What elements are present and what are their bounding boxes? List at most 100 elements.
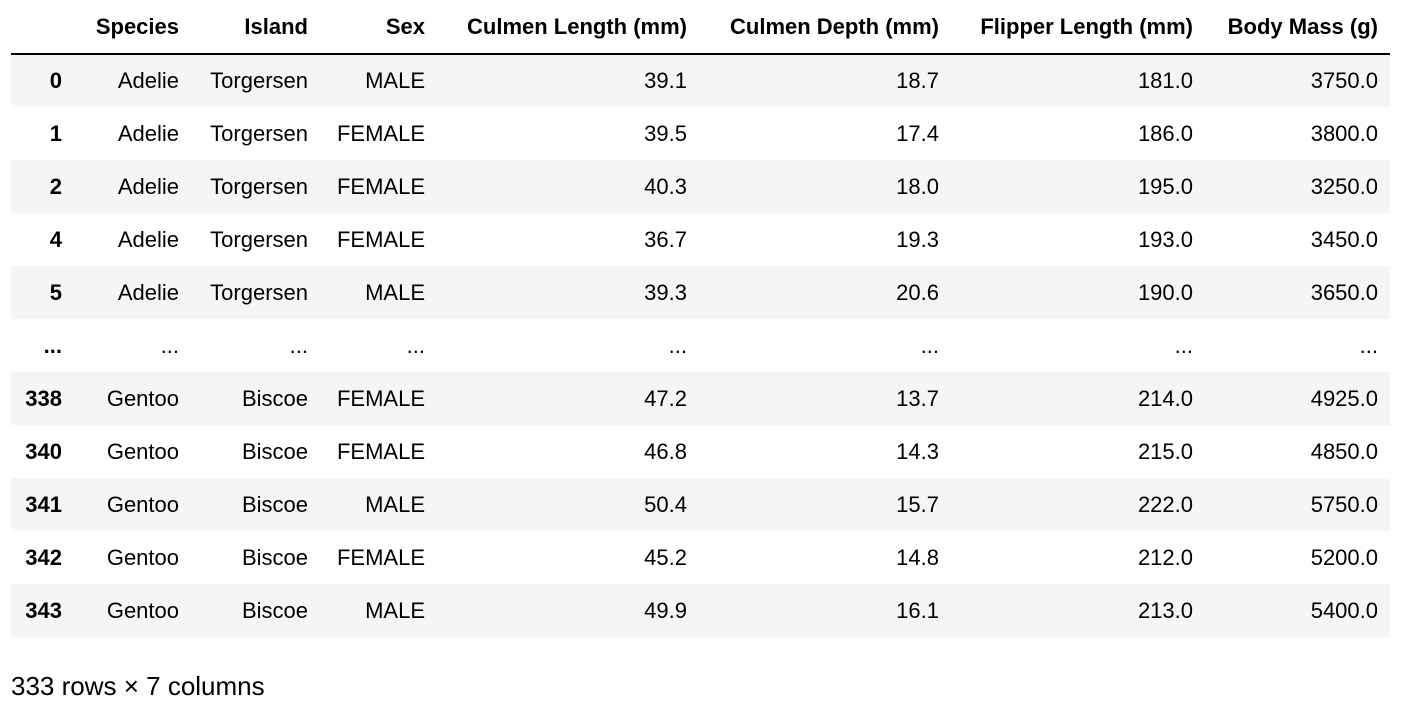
column-header-flipper-length: Flipper Length (mm) bbox=[951, 0, 1205, 55]
row-index: 341 bbox=[25, 491, 62, 517]
culmen-length-cell: 47.2 bbox=[644, 385, 687, 411]
species-cell: Gentoo bbox=[106, 385, 179, 411]
species-cell: Gentoo bbox=[106, 491, 179, 517]
table-row: 0 Adelie Torgersen MALE 39.1 18.7 181.0 3750.0 bbox=[11, 54, 1390, 107]
body-mass-cell: 3800.0 bbox=[1310, 120, 1378, 146]
column-header-culmen-depth: Culmen Depth (mm) bbox=[699, 0, 951, 55]
table-row: 343 Gentoo Biscoe MALE 49.9 16.1 213.0 5400.0 bbox=[11, 584, 1390, 637]
species-cell: Adelie bbox=[117, 226, 179, 252]
culmen-depth-cell: 20.6 bbox=[896, 279, 939, 305]
column-header-culmen-length: Culmen Length (mm) bbox=[437, 0, 699, 55]
body-mass-cell: 3250.0 bbox=[1310, 173, 1378, 199]
culmen-depth-cell: 13.7 bbox=[896, 385, 939, 411]
column-header-sex: Sex bbox=[320, 0, 437, 55]
culmen-length-cell: 39.1 bbox=[644, 68, 687, 93]
island-cell: Biscoe bbox=[241, 491, 308, 517]
culmen-depth-cell: 15.7 bbox=[896, 491, 939, 517]
species-cell: Adelie bbox=[117, 279, 179, 305]
species-cell: Gentoo bbox=[106, 544, 179, 570]
body-mass-cell: 3450.0 bbox=[1310, 226, 1378, 252]
row-index: 2 bbox=[49, 173, 62, 199]
flipper-length-cell: 195.0 bbox=[1137, 173, 1193, 199]
culmen-length-cell: 50.4 bbox=[644, 491, 687, 517]
table-row: 2 Adelie Torgersen FEMALE 40.3 18.0 195.0 3250.… bbox=[11, 160, 1390, 213]
culmen-depth-cell: 17.4 bbox=[896, 120, 939, 146]
table-row: 4 Adelie Torgersen FEMALE 36.7 19.3 193.0 3450.… bbox=[11, 213, 1390, 266]
island-cell: Biscoe bbox=[241, 385, 308, 411]
culmen-length-cell: 36.7 bbox=[644, 226, 687, 252]
row-index: ... bbox=[43, 332, 62, 358]
row-index: 4 bbox=[49, 226, 62, 252]
island-cell: Biscoe bbox=[241, 597, 308, 623]
sex-cell: FEMALE bbox=[336, 120, 425, 146]
sex-cell: FEMALE bbox=[336, 544, 425, 570]
culmen-depth-cell: 19.3 bbox=[896, 226, 939, 252]
table-row: 341 Gentoo Biscoe MALE 50.4 15.7 222.0 5750.0 bbox=[11, 478, 1390, 531]
sex-cell: MALE bbox=[365, 68, 425, 93]
dataframe-output: Species Island Sex Culmen Length (mm) Cu… bbox=[11, 0, 1390, 637]
sex-cell: FEMALE bbox=[336, 173, 425, 199]
sex-cell: FEMALE bbox=[336, 226, 425, 252]
column-header-body-mass: Body Mass (g) bbox=[1205, 0, 1390, 55]
species-cell: Adelie bbox=[117, 68, 179, 93]
body-mass-cell: 3750.0 bbox=[1310, 68, 1378, 93]
sex-cell: ... bbox=[406, 332, 425, 358]
row-index: 343 bbox=[25, 597, 62, 623]
table-row: 1 Adelie Torgersen FEMALE 39.5 17.4 186.0 3800.… bbox=[11, 107, 1390, 160]
body-mass-cell: 5400.0 bbox=[1310, 597, 1378, 623]
culmen-length-cell: 39.3 bbox=[644, 279, 687, 305]
shape-summary: 333 rows × 7 columns bbox=[11, 671, 265, 701]
table-row: 340 Gentoo Biscoe FEMALE 46.8 14.3 215.0 4850.0 bbox=[11, 425, 1390, 478]
row-index: 338 bbox=[25, 385, 62, 411]
body-mass-cell: ... bbox=[1359, 332, 1378, 358]
island-cell: Torgersen bbox=[210, 173, 308, 199]
index-header bbox=[11, 0, 74, 55]
flipper-length-cell: 181.0 bbox=[1137, 68, 1193, 93]
culmen-length-cell: ... bbox=[668, 332, 687, 358]
header-row: Species Island Sex Culmen Length (mm) Cu… bbox=[11, 0, 1390, 55]
table-row: 338 Gentoo Biscoe FEMALE 47.2 13.7 214.0 4925.0 bbox=[11, 372, 1390, 425]
dataframe-table: Species Island Sex Culmen Length (mm) Cu… bbox=[11, 0, 1390, 637]
island-cell: Torgersen bbox=[210, 68, 308, 93]
island-cell: Torgersen bbox=[210, 120, 308, 146]
table-row: 5 Adelie Torgersen MALE 39.3 20.6 190.0 3650.0 bbox=[11, 266, 1390, 319]
sex-cell: MALE bbox=[365, 597, 425, 623]
species-cell: Gentoo bbox=[106, 597, 179, 623]
island-cell: ... bbox=[289, 332, 308, 358]
row-index: 0 bbox=[49, 68, 62, 93]
island-cell: Torgersen bbox=[210, 279, 308, 305]
column-header-species: Species bbox=[74, 0, 191, 55]
table-body: 0 Adelie Torgersen MALE 39.1 18.7 181.0 3750.0 1… bbox=[11, 54, 1390, 637]
island-cell: Biscoe bbox=[241, 438, 308, 464]
culmen-depth-cell: 18.0 bbox=[896, 173, 939, 199]
species-cell: Gentoo bbox=[106, 438, 179, 464]
flipper-length-cell: 214.0 bbox=[1137, 385, 1193, 411]
flipper-length-cell: 186.0 bbox=[1137, 120, 1193, 146]
table-row: ........................ bbox=[11, 319, 1390, 372]
body-mass-cell: 3650.0 bbox=[1310, 279, 1378, 305]
flipper-length-cell: ... bbox=[1174, 332, 1193, 358]
row-index: 1 bbox=[49, 120, 62, 146]
table-row: 342 Gentoo Biscoe FEMALE 45.2 14.8 212.0 5200.0 bbox=[11, 531, 1390, 584]
culmen-length-cell: 49.9 bbox=[644, 597, 687, 623]
body-mass-cell: 4850.0 bbox=[1310, 438, 1378, 464]
species-cell: ... bbox=[160, 332, 179, 358]
culmen-depth-cell: 16.1 bbox=[896, 597, 939, 623]
table-header: Species Island Sex Culmen Length (mm) Cu… bbox=[11, 0, 1390, 55]
species-cell: Adelie bbox=[117, 173, 179, 199]
body-mass-cell: 5750.0 bbox=[1310, 491, 1378, 517]
flipper-length-cell: 222.0 bbox=[1137, 491, 1193, 517]
flipper-length-cell: 190.0 bbox=[1137, 279, 1193, 305]
culmen-length-cell: 39.5 bbox=[644, 120, 687, 146]
flipper-length-cell: 193.0 bbox=[1137, 226, 1193, 252]
flipper-length-cell: 215.0 bbox=[1137, 438, 1193, 464]
culmen-length-cell: 46.8 bbox=[644, 438, 687, 464]
culmen-depth-cell: 14.8 bbox=[896, 544, 939, 570]
culmen-length-cell: 40.3 bbox=[644, 173, 687, 199]
sex-cell: MALE bbox=[365, 491, 425, 517]
sex-cell: MALE bbox=[365, 279, 425, 305]
body-mass-cell: 5200.0 bbox=[1310, 544, 1378, 570]
sex-cell: FEMALE bbox=[336, 385, 425, 411]
row-index: 340 bbox=[25, 438, 62, 464]
row-index: 5 bbox=[49, 279, 62, 305]
